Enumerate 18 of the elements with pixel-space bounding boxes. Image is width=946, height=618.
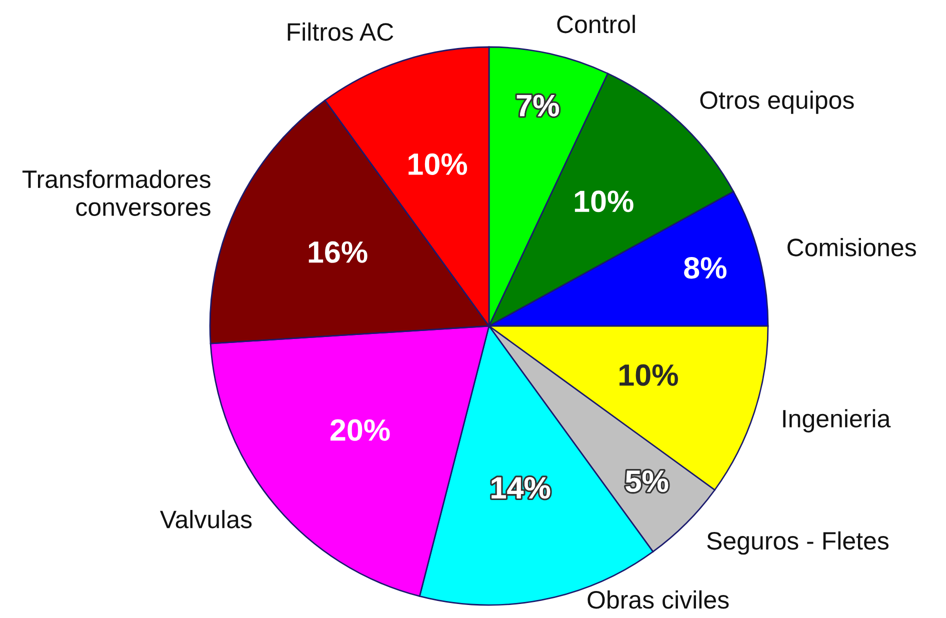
slice-label: Control <box>557 14 635 34</box>
data-label: 8% <box>684 257 726 279</box>
data-label: 10% <box>574 190 634 212</box>
data-label: 14% <box>492 477 550 499</box>
data-label: 7% <box>516 94 559 116</box>
slice-label: Valvulas <box>160 510 252 528</box>
slice-label: Comisiones <box>788 238 916 256</box>
slice-label: Seguros - Fletes <box>707 531 889 555</box>
slice-label: Obras civiles <box>588 590 729 609</box>
data-label: 20% <box>330 419 390 441</box>
slice-label: Ingenieria <box>783 409 891 432</box>
data-label: 5% <box>626 470 668 492</box>
slice-label: Otros equipos <box>700 90 854 114</box>
data-label: 10% <box>620 364 678 386</box>
data-label: 16% <box>308 241 368 263</box>
slice-label: Transformadores conversores <box>22 170 210 216</box>
slice-label: Filtros AC <box>288 22 394 41</box>
data-label: 10% <box>408 153 468 175</box>
